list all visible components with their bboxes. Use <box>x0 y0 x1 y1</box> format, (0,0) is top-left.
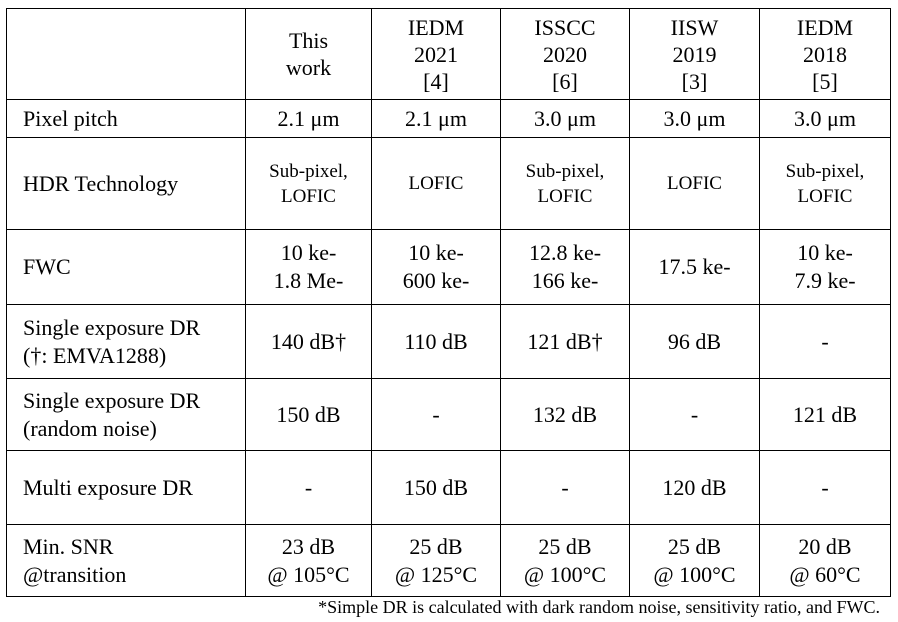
header-cell-empty <box>6 8 246 100</box>
table-cell: - <box>245 450 372 525</box>
table-cell: 121 dB† <box>500 304 630 379</box>
table-cell: Sub-pixel, LOFIC <box>245 137 372 230</box>
table-cell: LOFIC <box>371 137 501 230</box>
table-cell: 20 dB @ 60°C <box>759 524 891 597</box>
table-cell: 3.0 μm <box>629 99 760 138</box>
table-cell: 150 dB <box>245 378 372 451</box>
table-cell: 10 ke- 7.9 ke- <box>759 229 891 305</box>
table-cell: 121 dB <box>759 378 891 451</box>
row-multi-exposure-dr: Multi exposure DR - 150 dB - 120 dB - <box>6 450 891 525</box>
row-hdr-technology: HDR Technology Sub-pixel, LOFIC LOFIC Su… <box>6 137 891 230</box>
table-cell: 10 ke- 1.8 Me- <box>245 229 372 305</box>
table-cell: - <box>629 378 760 451</box>
row-label: FWC <box>6 229 246 305</box>
table-cell: 3.0 μm <box>759 99 891 138</box>
table-cell: 25 dB @ 125°C <box>371 524 501 597</box>
table-cell: 120 dB <box>629 450 760 525</box>
table-cell: Sub-pixel, LOFIC <box>759 137 891 230</box>
table-cell: 12.8 ke- 166 ke- <box>500 229 630 305</box>
table-cell: 110 dB <box>371 304 501 379</box>
table-cell: 23 dB @ 105°C <box>245 524 372 597</box>
row-label: Pixel pitch <box>6 99 246 138</box>
table-cell: - <box>759 304 891 379</box>
row-label: Single exposure DR (†: EMVA1288) <box>6 304 246 379</box>
row-single-exposure-dr-random-noise: Single exposure DR (random noise) 150 dB… <box>6 378 891 451</box>
header-cell-iisw-2019: IISW 2019 [3] <box>629 8 760 100</box>
table-cell: - <box>500 450 630 525</box>
row-single-exposure-dr-emva: Single exposure DR (†: EMVA1288) 140 dB†… <box>6 304 891 379</box>
header-row: This work IEDM 2021 [4] ISSCC 2020 [6] I… <box>6 8 891 100</box>
table-cell: 25 dB @ 100°C <box>629 524 760 597</box>
header-cell-iedm-2021: IEDM 2021 [4] <box>371 8 501 100</box>
table-cell: 10 ke- 600 ke- <box>371 229 501 305</box>
table-cell: 2.1 μm <box>371 99 501 138</box>
table-cell: 2.1 μm <box>245 99 372 138</box>
table-cell: - <box>371 378 501 451</box>
row-label: Multi exposure DR <box>6 450 246 525</box>
table-cell: 96 dB <box>629 304 760 379</box>
header-cell-iedm-2018: IEDM 2018 [5] <box>759 8 891 100</box>
table-cell: 132 dB <box>500 378 630 451</box>
table-cell: - <box>759 450 891 525</box>
table-cell: 140 dB† <box>245 304 372 379</box>
header-cell-isscc-2020: ISSCC 2020 [6] <box>500 8 630 100</box>
table-cell: LOFIC <box>629 137 760 230</box>
row-fwc: FWC 10 ke- 1.8 Me- 10 ke- 600 ke- 12.8 k… <box>6 229 891 305</box>
table-footnote: *Simple DR is calculated with dark rando… <box>318 597 880 617</box>
comparison-table: This work IEDM 2021 [4] ISSCC 2020 [6] I… <box>6 8 891 597</box>
table-cell: 150 dB <box>371 450 501 525</box>
table-cell: 17.5 ke- <box>629 229 760 305</box>
table-cell: 25 dB @ 100°C <box>500 524 630 597</box>
header-cell-this-work: This work <box>245 8 372 100</box>
table-cell: Sub-pixel, LOFIC <box>500 137 630 230</box>
table-cell: 3.0 μm <box>500 99 630 138</box>
row-label: Single exposure DR (random noise) <box>6 378 246 451</box>
row-min-snr: Min. SNR @transition 23 dB @ 105°C 25 dB… <box>6 524 891 597</box>
row-pixel-pitch: Pixel pitch 2.1 μm 2.1 μm 3.0 μm 3.0 μm … <box>6 99 891 138</box>
row-label: Min. SNR @transition <box>6 524 246 597</box>
row-label: HDR Technology <box>6 137 246 230</box>
